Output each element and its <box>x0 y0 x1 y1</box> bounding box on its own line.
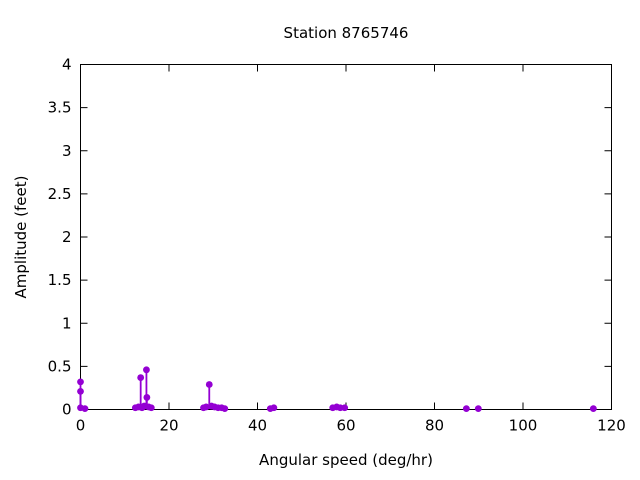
x-tick-label: 100 <box>509 417 538 435</box>
data-point <box>341 404 349 412</box>
chart-title: Station 8765746 <box>283 24 409 42</box>
data-point <box>221 405 229 413</box>
impulse-lines <box>79 369 595 409</box>
data-point <box>143 366 150 374</box>
data-point <box>147 404 155 412</box>
x-tick-label: 20 <box>159 417 178 435</box>
x-axis-title: Angular speed (deg/hr) <box>259 451 433 469</box>
y-tick-label: 0 <box>62 401 72 419</box>
y-tick-label: 3 <box>62 142 72 160</box>
y-tick-label: 4 <box>62 56 72 74</box>
y-tick-label: 3.5 <box>48 99 72 117</box>
plot-border <box>80 64 612 410</box>
data-point <box>462 405 470 413</box>
y-axis-title: Amplitude (feet) <box>12 175 30 299</box>
data-point <box>474 405 482 413</box>
data-points <box>77 366 597 413</box>
data-point <box>77 387 84 395</box>
data-point <box>270 404 278 412</box>
data-point <box>81 405 89 413</box>
x-tick-label: 120 <box>597 417 626 435</box>
y-tick-label: 0.5 <box>48 357 72 375</box>
data-point <box>143 394 151 401</box>
y-tick-label: 1.5 <box>48 271 72 289</box>
x-tick-label: 60 <box>336 417 355 435</box>
x-tick-label: 80 <box>425 417 444 435</box>
y-axis-ticks: 0 0.5 1 1.5 2 2.5 3 3.5 4 <box>48 56 612 419</box>
data-point <box>137 374 145 381</box>
data-point <box>77 378 84 386</box>
x-axis-ticks: 0 20 40 60 80 100 120 <box>76 64 626 435</box>
y-tick-label: 2 <box>62 228 72 246</box>
data-point <box>202 403 210 411</box>
data-point <box>589 405 597 413</box>
x-tick-label: 0 <box>76 417 86 435</box>
y-tick-label: 1 <box>62 314 72 332</box>
x-tick-label: 40 <box>248 417 267 435</box>
data-point <box>205 381 213 388</box>
y-tick-label: 2.5 <box>48 185 72 203</box>
